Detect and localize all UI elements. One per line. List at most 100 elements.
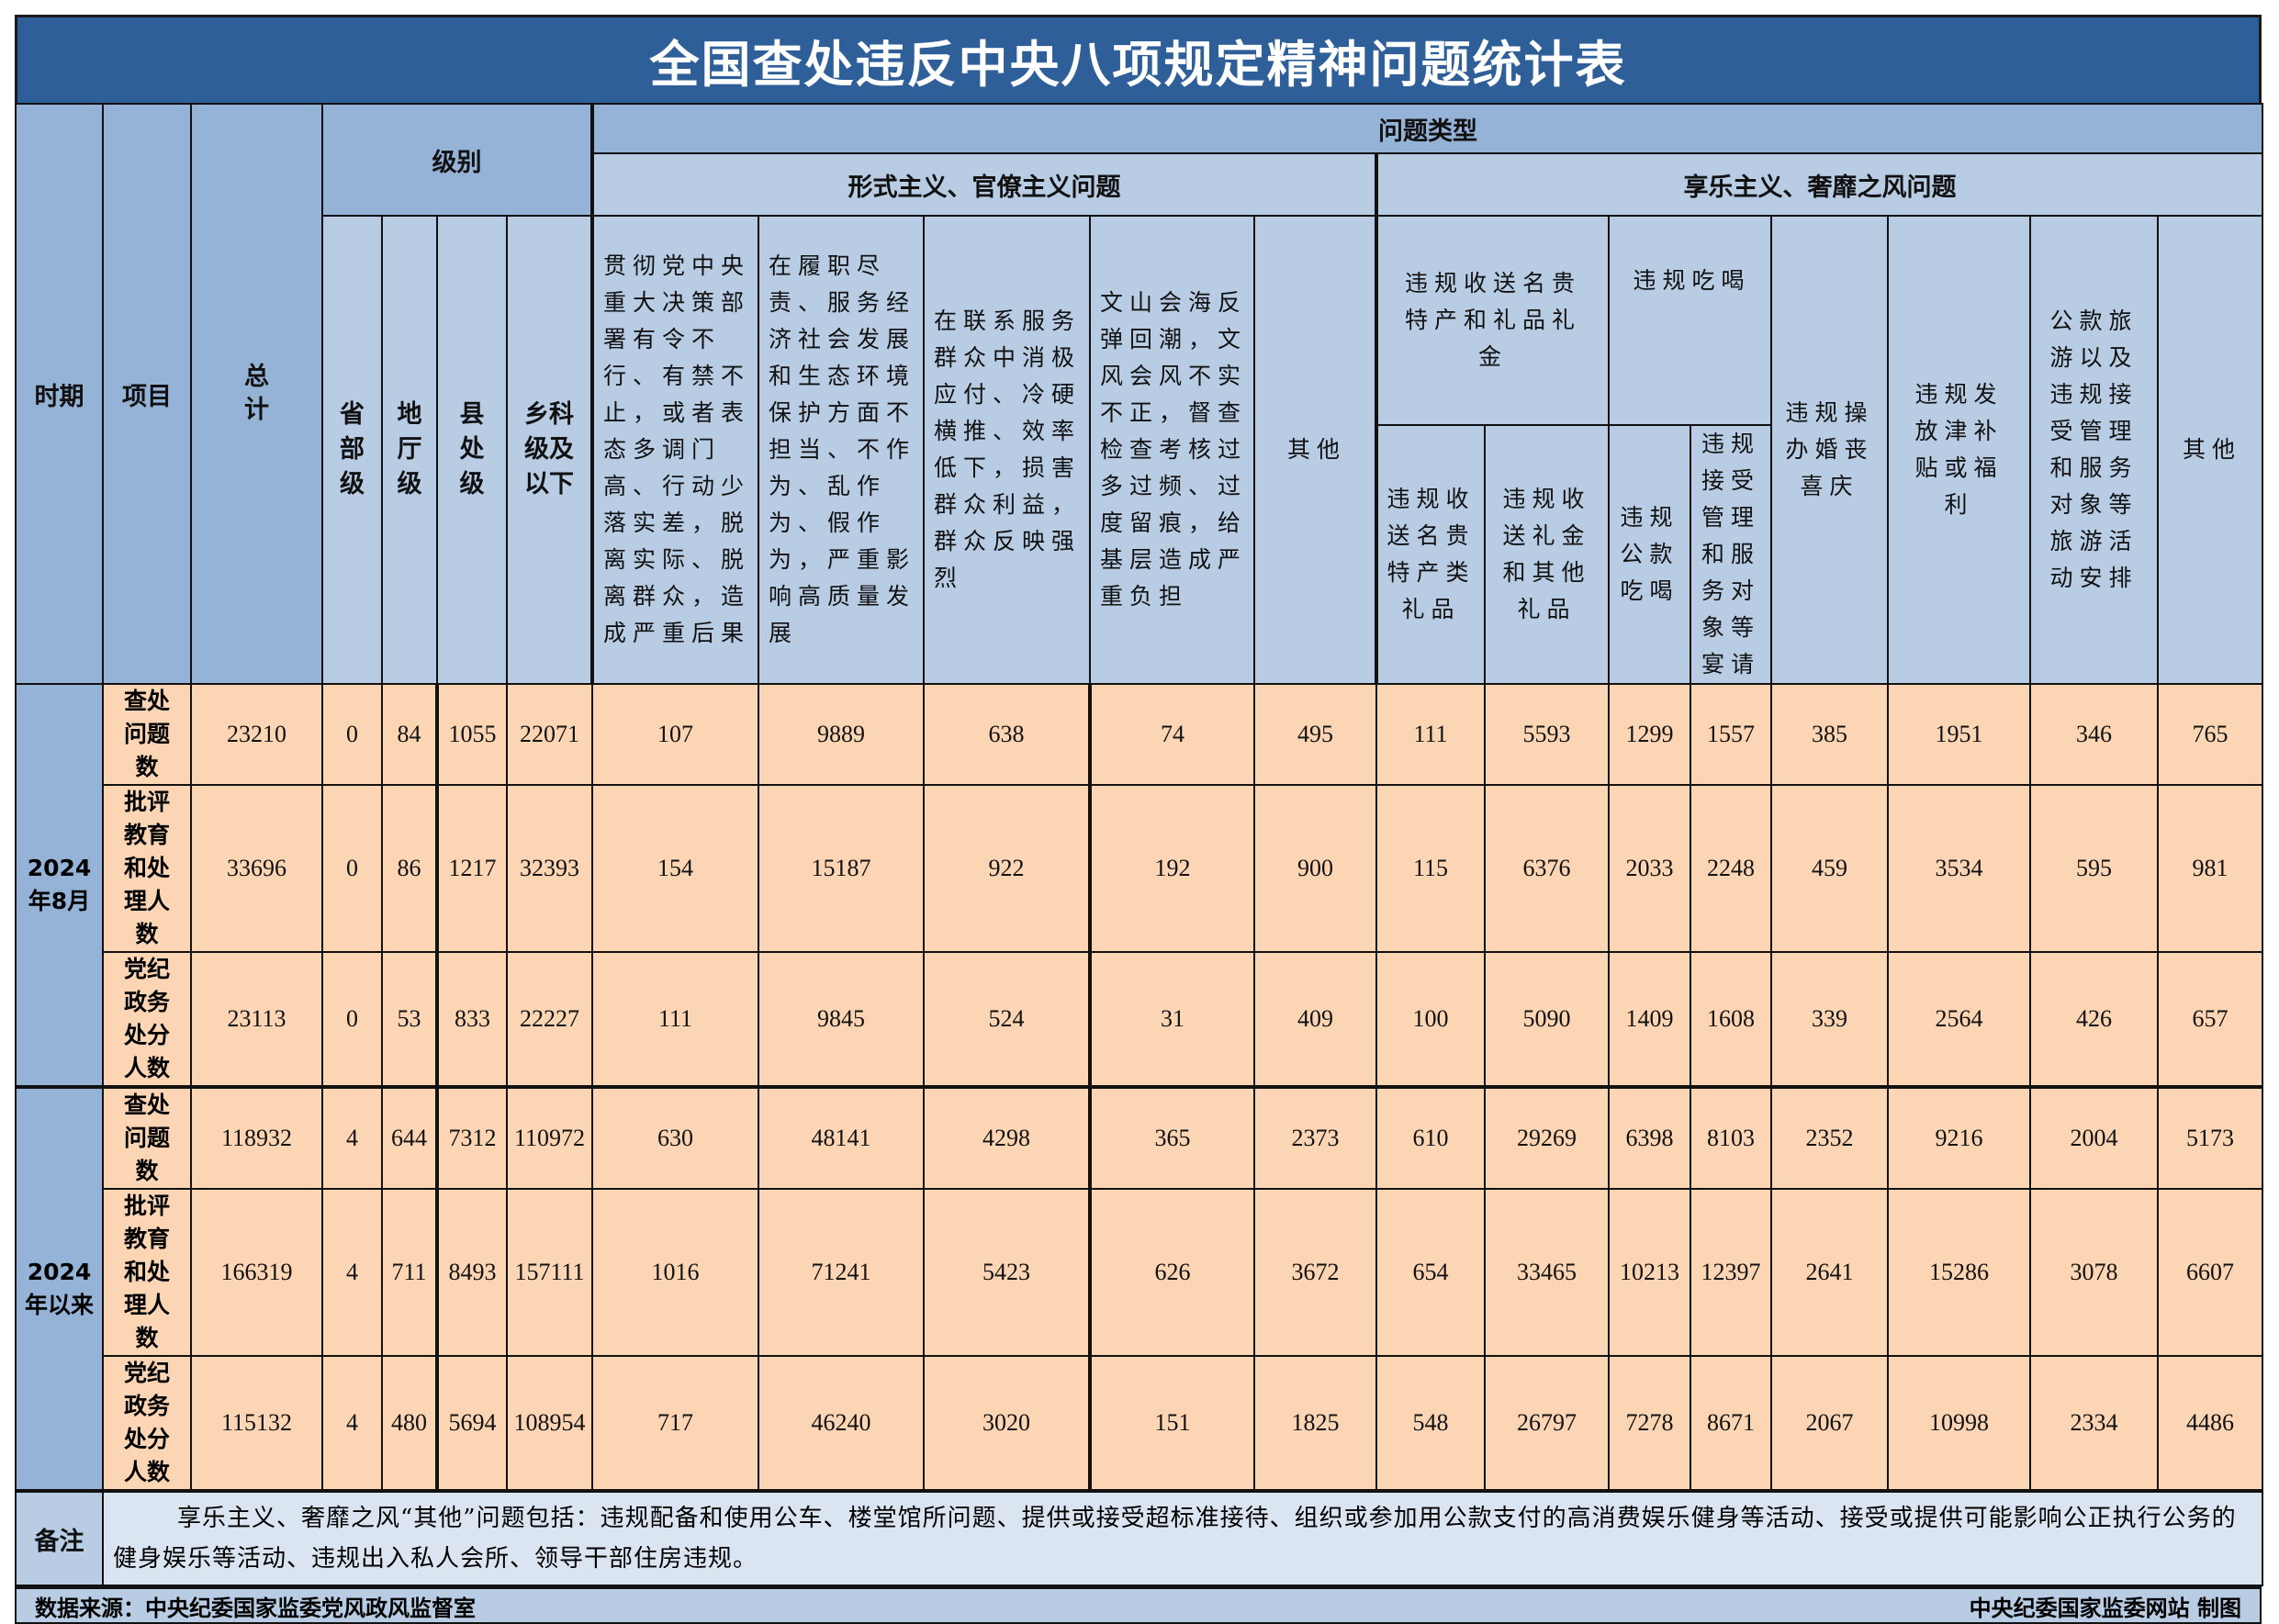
value-cell: 339	[1770, 951, 1889, 1089]
problem-type-header: 问题类型	[589, 103, 2264, 154]
value-cell: 33465	[1484, 1188, 1610, 1357]
data-source: 数据来源：中央纪委国家监委党风政风监督室	[35, 1595, 476, 1621]
row-item-label: 党纪政务处分人数	[102, 951, 192, 1089]
value-cell: 765	[2156, 683, 2264, 786]
value-cell: 654	[1375, 1188, 1486, 1357]
value-cell: 385	[1770, 683, 1889, 786]
value-cell: 9216	[1887, 1086, 2031, 1190]
value-cell: 154	[591, 784, 759, 953]
value-cell: 610	[1375, 1086, 1486, 1190]
value-cell: 4486	[2156, 1355, 2264, 1493]
value-cell: 22071	[506, 683, 593, 786]
value-cell: 151	[1088, 1355, 1255, 1493]
value-cell: 524	[923, 951, 1091, 1089]
value-cell: 107	[591, 683, 759, 786]
value-cell: 9889	[758, 683, 925, 786]
value-cell: 365	[1088, 1086, 1255, 1190]
value-cell: 8103	[1690, 1086, 1772, 1190]
value-cell: 595	[2029, 784, 2159, 953]
remark-text: 享乐主义、奢靡之风“其他”问题包括：违规配备和使用公车、楼堂馆所问题、提供或接受…	[101, 1490, 2264, 1586]
value-cell: 3078	[2029, 1188, 2159, 1357]
value-cell: 115132	[190, 1355, 323, 1493]
value-cell: 2033	[1608, 784, 1691, 953]
level-prefectural: 地厅级	[381, 215, 438, 685]
table-row: 2024年以来 查处问题数 118932 4 644 7312 110972 630 48141…	[15, 1086, 2264, 1493]
row-item-label: 查处问题数	[102, 1086, 192, 1190]
value-cell: 111	[1375, 683, 1486, 786]
value-cell: 459	[1770, 784, 1889, 953]
value-cell: 166319	[190, 1188, 323, 1357]
formalism-col-4: 文山会海反弹回潮，文风会风不实不正，督查检查考核过多过频、过度留痕，给基层造成严…	[1089, 215, 1255, 685]
value-cell: 10213	[1608, 1188, 1691, 1357]
table-row: 批评教育和处理人数 166319 4 711 8493 157111 1016 71241 54…	[16, 1188, 2264, 1357]
value-cell: 4298	[923, 1086, 1091, 1190]
value-cell: 111	[591, 951, 759, 1089]
dining-group-header: 违规吃喝	[1608, 215, 1772, 426]
value-cell: 32393	[506, 784, 593, 953]
value-cell: 4	[321, 1355, 383, 1493]
hedonism-header: 享乐主义、奢靡之风问题	[1374, 152, 2264, 217]
value-cell: 23113	[190, 951, 323, 1089]
value-cell: 118932	[190, 1086, 323, 1190]
value-cell: 426	[2029, 951, 2159, 1089]
formalism-col-1: 贯彻党中央重大决策部署有令不行、有禁不止，或者表态多调门高、行动少落实差，脱离实…	[590, 215, 759, 685]
value-cell: 5423	[923, 1188, 1091, 1357]
dining-col-public-funds: 违规公款吃喝	[1608, 424, 1691, 685]
value-cell: 84	[381, 683, 438, 786]
value-cell: 157111	[506, 1188, 593, 1357]
value-cell: 7312	[435, 1086, 508, 1190]
value-cell: 2564	[1887, 951, 2031, 1089]
value-cell: 1409	[1608, 951, 1691, 1089]
hedonism-col-weddings: 违规操办婚丧喜庆	[1770, 215, 1889, 685]
value-cell: 8671	[1690, 1355, 1772, 1493]
remark-label: 备注	[15, 1490, 104, 1586]
value-cell: 2248	[1690, 784, 1772, 953]
row-item-label: 批评教育和处理人数	[102, 784, 192, 953]
value-cell: 644	[381, 1086, 438, 1190]
value-cell: 717	[591, 1355, 759, 1493]
value-cell: 1217	[435, 784, 508, 953]
value-cell: 6376	[1484, 784, 1610, 953]
value-cell: 192	[1088, 784, 1255, 953]
gift-col-specialty: 违规收送名贵特产类礼品	[1375, 424, 1486, 685]
value-cell: 900	[1253, 784, 1377, 953]
value-cell: 46240	[758, 1355, 925, 1493]
item-header: 项目	[102, 103, 192, 685]
value-cell: 6398	[1608, 1086, 1691, 1190]
table-row: 2024年8月 查处问题数 23210 0 84 1055 22071 107 9889 638 7…	[15, 683, 2264, 1089]
value-cell: 23210	[190, 683, 323, 786]
value-cell: 2352	[1770, 1086, 1889, 1190]
value-cell: 15286	[1887, 1188, 2031, 1357]
hedonism-col-travel: 公款旅游以及违规接受管理和服务对象等旅游活动安排	[2029, 215, 2159, 685]
value-cell: 922	[923, 784, 1091, 953]
value-cell: 657	[2156, 951, 2264, 1089]
gift-col-cash: 违规收送礼金和其他礼品	[1484, 424, 1610, 685]
value-cell: 346	[2029, 683, 2159, 786]
value-cell: 1299	[1608, 683, 1691, 786]
value-cell: 9845	[758, 951, 925, 1089]
value-cell: 12397	[1690, 1188, 1772, 1357]
value-cell: 480	[381, 1355, 438, 1493]
value-cell: 1055	[435, 683, 508, 786]
value-cell: 33696	[190, 784, 323, 953]
value-cell: 3020	[923, 1355, 1091, 1493]
value-cell: 833	[435, 951, 508, 1089]
table-row: 批评教育和处理人数 33696 0 86 1217 32393 154 15187 922 192…	[16, 784, 2264, 953]
value-cell: 4	[321, 1086, 383, 1190]
value-cell: 8493	[435, 1188, 508, 1357]
level-header: 级别	[321, 103, 593, 217]
value-cell: 71241	[758, 1188, 925, 1357]
value-cell: 5090	[1484, 951, 1610, 1089]
value-cell: 630	[591, 1086, 759, 1190]
formalism-col-3: 在联系服务群众中消极应付、冷硬横推、效率低下，损害群众利益，群众反映强烈	[923, 215, 1091, 685]
value-cell: 15187	[758, 784, 925, 953]
value-cell: 0	[321, 683, 383, 786]
period-header: 时期	[15, 103, 104, 685]
value-cell: 2373	[1253, 1086, 1377, 1190]
period-label: 2024年以来	[15, 1086, 104, 1493]
value-cell: 115	[1375, 784, 1486, 953]
value-cell: 22227	[506, 951, 593, 1089]
value-cell: 4	[321, 1188, 383, 1357]
value-cell: 2004	[2029, 1086, 2159, 1190]
value-cell: 3534	[1887, 784, 2031, 953]
